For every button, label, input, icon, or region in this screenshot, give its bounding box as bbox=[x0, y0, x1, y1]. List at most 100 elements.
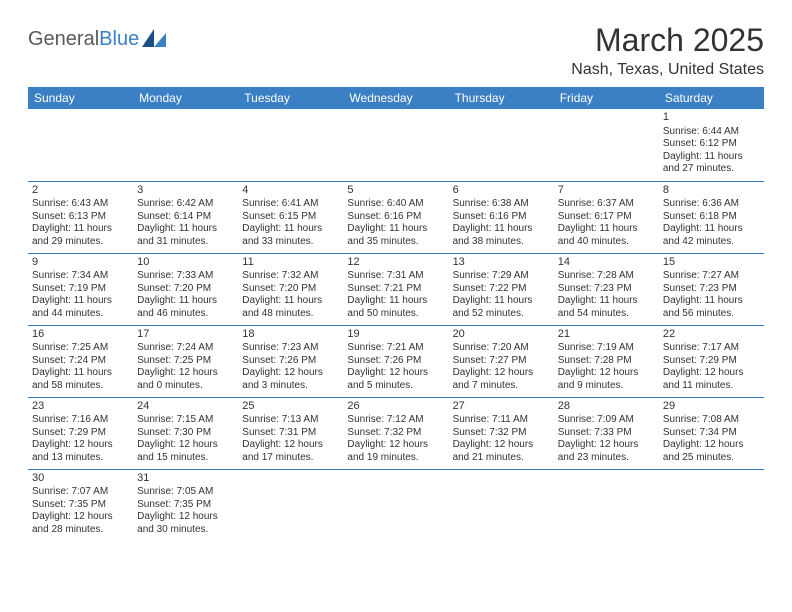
calendar-header-row: SundayMondayTuesdayWednesdayThursdayFrid… bbox=[28, 87, 764, 109]
sunset-text: Sunset: 7:35 PM bbox=[137, 499, 234, 512]
daylight-text: Daylight: 12 hours and 7 minutes. bbox=[453, 367, 550, 392]
daylight-text: Daylight: 12 hours and 15 minutes. bbox=[137, 439, 234, 464]
day-number: 19 bbox=[347, 328, 444, 342]
sunrise-text: Sunrise: 7:17 AM bbox=[663, 342, 760, 355]
calendar-day-cell: 26Sunrise: 7:12 AMSunset: 7:32 PMDayligh… bbox=[343, 397, 448, 469]
sunset-text: Sunset: 7:21 PM bbox=[347, 283, 444, 296]
sunset-text: Sunset: 7:30 PM bbox=[137, 427, 234, 440]
sunrise-text: Sunrise: 6:37 AM bbox=[558, 198, 655, 211]
sunrise-text: Sunrise: 6:38 AM bbox=[453, 198, 550, 211]
daylight-text: Daylight: 12 hours and 13 minutes. bbox=[32, 439, 129, 464]
sunset-text: Sunset: 6:16 PM bbox=[453, 211, 550, 224]
calendar-day-cell: 10Sunrise: 7:33 AMSunset: 7:20 PMDayligh… bbox=[133, 253, 238, 325]
calendar-day-cell: 29Sunrise: 7:08 AMSunset: 7:34 PMDayligh… bbox=[659, 397, 764, 469]
calendar-day-cell: 17Sunrise: 7:24 AMSunset: 7:25 PMDayligh… bbox=[133, 325, 238, 397]
sunset-text: Sunset: 7:23 PM bbox=[558, 283, 655, 296]
day-number: 12 bbox=[347, 256, 444, 270]
calendar-week-row: 9Sunrise: 7:34 AMSunset: 7:19 PMDaylight… bbox=[28, 253, 764, 325]
daylight-text: Daylight: 11 hours and 54 minutes. bbox=[558, 295, 655, 320]
calendar-day-cell: 30Sunrise: 7:07 AMSunset: 7:35 PMDayligh… bbox=[28, 469, 133, 541]
daylight-text: Daylight: 12 hours and 3 minutes. bbox=[242, 367, 339, 392]
sunset-text: Sunset: 7:20 PM bbox=[242, 283, 339, 296]
daylight-text: Daylight: 12 hours and 19 minutes. bbox=[347, 439, 444, 464]
calendar-empty-cell bbox=[554, 469, 659, 541]
day-number: 28 bbox=[558, 400, 655, 414]
calendar-day-cell: 25Sunrise: 7:13 AMSunset: 7:31 PMDayligh… bbox=[238, 397, 343, 469]
calendar-day-cell: 20Sunrise: 7:20 AMSunset: 7:27 PMDayligh… bbox=[449, 325, 554, 397]
daylight-text: Daylight: 12 hours and 11 minutes. bbox=[663, 367, 760, 392]
sunset-text: Sunset: 7:19 PM bbox=[32, 283, 129, 296]
calendar-day-cell: 6Sunrise: 6:38 AMSunset: 6:16 PMDaylight… bbox=[449, 181, 554, 253]
day-number: 1 bbox=[663, 111, 760, 125]
location-text: Nash, Texas, United States bbox=[571, 61, 764, 79]
calendar-empty-cell bbox=[659, 469, 764, 541]
sunrise-text: Sunrise: 7:27 AM bbox=[663, 270, 760, 283]
sunrise-text: Sunrise: 7:15 AM bbox=[137, 414, 234, 427]
sunset-text: Sunset: 7:34 PM bbox=[663, 427, 760, 440]
weekday-header: Saturday bbox=[659, 87, 764, 109]
sunrise-text: Sunrise: 7:34 AM bbox=[32, 270, 129, 283]
day-number: 4 bbox=[242, 184, 339, 198]
logo-flag-icon bbox=[142, 29, 168, 47]
day-number: 5 bbox=[347, 184, 444, 198]
sunset-text: Sunset: 6:14 PM bbox=[137, 211, 234, 224]
day-number: 29 bbox=[663, 400, 760, 414]
day-number: 15 bbox=[663, 256, 760, 270]
calendar-day-cell: 1Sunrise: 6:44 AMSunset: 6:12 PMDaylight… bbox=[659, 109, 764, 181]
daylight-text: Daylight: 11 hours and 29 minutes. bbox=[32, 223, 129, 248]
sunrise-text: Sunrise: 7:08 AM bbox=[663, 414, 760, 427]
daylight-text: Daylight: 11 hours and 27 minutes. bbox=[663, 151, 760, 176]
calendar-week-row: 2Sunrise: 6:43 AMSunset: 6:13 PMDaylight… bbox=[28, 181, 764, 253]
sunset-text: Sunset: 7:35 PM bbox=[32, 499, 129, 512]
logo-text-blue: Blue bbox=[99, 28, 139, 51]
sunset-text: Sunset: 6:12 PM bbox=[663, 138, 760, 151]
daylight-text: Daylight: 12 hours and 30 minutes. bbox=[137, 511, 234, 536]
daylight-text: Daylight: 12 hours and 0 minutes. bbox=[137, 367, 234, 392]
sunset-text: Sunset: 7:26 PM bbox=[242, 355, 339, 368]
sunrise-text: Sunrise: 7:29 AM bbox=[453, 270, 550, 283]
sunrise-text: Sunrise: 7:19 AM bbox=[558, 342, 655, 355]
calendar-day-cell: 14Sunrise: 7:28 AMSunset: 7:23 PMDayligh… bbox=[554, 253, 659, 325]
daylight-text: Daylight: 12 hours and 17 minutes. bbox=[242, 439, 339, 464]
sunset-text: Sunset: 7:29 PM bbox=[663, 355, 760, 368]
title-block: March 2025 Nash, Texas, United States bbox=[571, 22, 764, 79]
calendar-empty-cell bbox=[343, 109, 448, 181]
sunrise-text: Sunrise: 7:09 AM bbox=[558, 414, 655, 427]
daylight-text: Daylight: 11 hours and 48 minutes. bbox=[242, 295, 339, 320]
sunrise-text: Sunrise: 7:33 AM bbox=[137, 270, 234, 283]
sunset-text: Sunset: 6:17 PM bbox=[558, 211, 655, 224]
daylight-text: Daylight: 12 hours and 23 minutes. bbox=[558, 439, 655, 464]
daylight-text: Daylight: 11 hours and 58 minutes. bbox=[32, 367, 129, 392]
calendar-day-cell: 28Sunrise: 7:09 AMSunset: 7:33 PMDayligh… bbox=[554, 397, 659, 469]
calendar-day-cell: 15Sunrise: 7:27 AMSunset: 7:23 PMDayligh… bbox=[659, 253, 764, 325]
sunrise-text: Sunrise: 7:16 AM bbox=[32, 414, 129, 427]
weekday-header: Tuesday bbox=[238, 87, 343, 109]
day-number: 27 bbox=[453, 400, 550, 414]
calendar-empty-cell bbox=[28, 109, 133, 181]
day-number: 23 bbox=[32, 400, 129, 414]
sunset-text: Sunset: 6:13 PM bbox=[32, 211, 129, 224]
sunset-text: Sunset: 7:33 PM bbox=[558, 427, 655, 440]
daylight-text: Daylight: 11 hours and 38 minutes. bbox=[453, 223, 550, 248]
sunrise-text: Sunrise: 7:28 AM bbox=[558, 270, 655, 283]
calendar-week-row: 16Sunrise: 7:25 AMSunset: 7:24 PMDayligh… bbox=[28, 325, 764, 397]
day-number: 31 bbox=[137, 472, 234, 486]
calendar-day-cell: 22Sunrise: 7:17 AMSunset: 7:29 PMDayligh… bbox=[659, 325, 764, 397]
daylight-text: Daylight: 12 hours and 25 minutes. bbox=[663, 439, 760, 464]
calendar-day-cell: 13Sunrise: 7:29 AMSunset: 7:22 PMDayligh… bbox=[449, 253, 554, 325]
sunrise-text: Sunrise: 7:25 AM bbox=[32, 342, 129, 355]
calendar-day-cell: 31Sunrise: 7:05 AMSunset: 7:35 PMDayligh… bbox=[133, 469, 238, 541]
daylight-text: Daylight: 11 hours and 31 minutes. bbox=[137, 223, 234, 248]
sunrise-text: Sunrise: 7:21 AM bbox=[347, 342, 444, 355]
day-number: 21 bbox=[558, 328, 655, 342]
sunset-text: Sunset: 7:32 PM bbox=[453, 427, 550, 440]
sunset-text: Sunset: 6:16 PM bbox=[347, 211, 444, 224]
daylight-text: Daylight: 11 hours and 33 minutes. bbox=[242, 223, 339, 248]
sunrise-text: Sunrise: 6:40 AM bbox=[347, 198, 444, 211]
sunset-text: Sunset: 7:24 PM bbox=[32, 355, 129, 368]
weekday-header: Thursday bbox=[449, 87, 554, 109]
calendar-day-cell: 18Sunrise: 7:23 AMSunset: 7:26 PMDayligh… bbox=[238, 325, 343, 397]
sunrise-text: Sunrise: 7:07 AM bbox=[32, 486, 129, 499]
calendar-empty-cell bbox=[238, 109, 343, 181]
day-number: 11 bbox=[242, 256, 339, 270]
